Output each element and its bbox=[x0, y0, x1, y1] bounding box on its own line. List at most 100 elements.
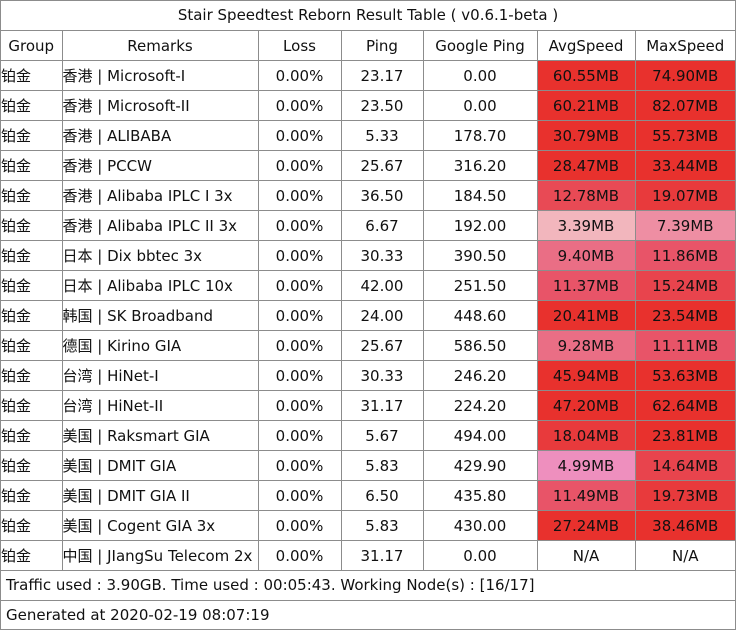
cell-ping: 5.83 bbox=[340, 510, 424, 541]
table-row: 铂金 香港 | PCCW 0.00% 25.67 316.20 28.47MB 33.44M… bbox=[1, 150, 735, 181]
cell-ping: 31.17 bbox=[340, 540, 424, 571]
cell-ping: 36.50 bbox=[340, 180, 424, 211]
cell-remarks: 香港 | ALIBABA bbox=[61, 120, 259, 151]
cell-loss: 0.00% bbox=[257, 480, 342, 511]
cell-avg-speed: 11.49MB bbox=[536, 480, 636, 511]
cell-avg-speed: N/A bbox=[536, 540, 636, 571]
table-row: 铂金 台湾 | HiNet-II 0.00% 31.17 224.20 47.20MB 62… bbox=[1, 390, 735, 421]
cell-loss: 0.00% bbox=[257, 510, 342, 541]
cell-ping: 6.50 bbox=[340, 480, 424, 511]
cell-ping: 23.50 bbox=[340, 90, 424, 121]
cell-google-ping: 448.60 bbox=[422, 300, 538, 331]
cell-ping: 30.33 bbox=[340, 240, 424, 271]
cell-loss: 0.00% bbox=[257, 330, 342, 361]
cell-max-speed: 62.64MB bbox=[634, 390, 735, 421]
cell-ping: 25.67 bbox=[340, 150, 424, 181]
header-max-speed: MaxSpeed bbox=[634, 31, 735, 61]
table-row: 铂金 香港 | Microsoft-II 0.00% 23.50 0.00 60.21MB… bbox=[1, 90, 735, 121]
cell-remarks: 香港 | Microsoft-II bbox=[61, 90, 259, 121]
cell-loss: 0.00% bbox=[257, 270, 342, 301]
table-row: 铂金 德国 | Kirino GIA 0.00% 25.67 586.50 9.28MB 1… bbox=[1, 330, 735, 361]
cell-max-speed: 19.07MB bbox=[634, 180, 735, 211]
cell-avg-speed: 20.41MB bbox=[536, 300, 636, 331]
cell-remarks: 台湾 | HiNet-I bbox=[61, 360, 259, 391]
cell-remarks: 台湾 | HiNet-II bbox=[61, 390, 259, 421]
cell-google-ping: 246.20 bbox=[422, 360, 538, 391]
cell-remarks: 德国 | Kirino GIA bbox=[61, 330, 259, 361]
cell-ping: 42.00 bbox=[340, 270, 424, 301]
cell-loss: 0.00% bbox=[257, 240, 342, 271]
cell-loss: 0.00% bbox=[257, 60, 342, 91]
cell-group: 铂金 bbox=[1, 120, 63, 151]
table-row: 铂金 台湾 | HiNet-I 0.00% 30.33 246.20 45.94MB 53.… bbox=[1, 360, 735, 391]
generated-timestamp: Generated at 2020-02-19 08:07:19 bbox=[6, 606, 270, 624]
cell-group: 铂金 bbox=[1, 480, 63, 511]
cell-loss: 0.00% bbox=[257, 120, 342, 151]
cell-ping: 25.67 bbox=[340, 330, 424, 361]
cell-loss: 0.00% bbox=[257, 150, 342, 181]
speedtest-result-table: Group Remarks Loss Ping Google Ping AvgS… bbox=[1, 31, 735, 571]
table-row: 铂金 香港 | Alibaba IPLC I 3x 0.00% 36.50 184.50… bbox=[1, 180, 735, 211]
cell-group: 铂金 bbox=[1, 330, 63, 361]
cell-loss: 0.00% bbox=[257, 390, 342, 421]
cell-ping: 23.17 bbox=[340, 60, 424, 91]
cell-remarks: 美国 | Raksmart GIA bbox=[61, 420, 259, 451]
cell-group: 铂金 bbox=[1, 180, 63, 211]
cell-google-ping: 184.50 bbox=[422, 180, 538, 211]
cell-group: 铂金 bbox=[1, 420, 63, 451]
cell-google-ping: 435.80 bbox=[422, 480, 538, 511]
cell-remarks: 香港 | Alibaba IPLC II 3x bbox=[61, 210, 259, 241]
cell-google-ping: 316.20 bbox=[422, 150, 538, 181]
cell-remarks: 香港 | Microsoft-I bbox=[61, 60, 259, 91]
cell-loss: 0.00% bbox=[257, 90, 342, 121]
cell-google-ping: 251.50 bbox=[422, 270, 538, 301]
cell-group: 铂金 bbox=[1, 60, 63, 91]
cell-google-ping: 494.00 bbox=[422, 420, 538, 451]
table-row: 铂金 中国 | JIangSu Telecom 2x 0.00% 31.17 0.00 N… bbox=[1, 540, 735, 571]
table-row: 铂金 香港 | Microsoft-I 0.00% 23.17 0.00 60.55MB 7… bbox=[1, 60, 735, 91]
cell-max-speed: 19.73MB bbox=[634, 480, 735, 511]
cell-group: 铂金 bbox=[1, 90, 63, 121]
cell-avg-speed: 9.28MB bbox=[536, 330, 636, 361]
cell-google-ping: 586.50 bbox=[422, 330, 538, 361]
cell-avg-speed: 60.21MB bbox=[536, 90, 636, 121]
cell-ping: 6.67 bbox=[340, 210, 424, 241]
cell-loss: 0.00% bbox=[257, 300, 342, 331]
cell-max-speed: 11.11MB bbox=[634, 330, 735, 361]
cell-max-speed: 14.64MB bbox=[634, 450, 735, 481]
cell-avg-speed: 3.39MB bbox=[536, 210, 636, 241]
cell-remarks: 美国 | DMIT GIA bbox=[61, 450, 259, 481]
cell-ping: 31.17 bbox=[340, 390, 424, 421]
header-google-ping: Google Ping bbox=[422, 31, 538, 61]
cell-group: 铂金 bbox=[1, 540, 63, 571]
header-avg-speed: AvgSpeed bbox=[536, 31, 636, 61]
cell-ping: 5.83 bbox=[340, 450, 424, 481]
table-row: 铂金 美国 | Cogent GIA 3x 0.00% 5.83 430.00 27.24… bbox=[1, 510, 735, 541]
cell-loss: 0.00% bbox=[257, 180, 342, 211]
cell-google-ping: 0.00 bbox=[422, 540, 538, 571]
table-row: 铂金 韩国 | SK Broadband 0.00% 24.00 448.60 20.41… bbox=[1, 300, 735, 331]
cell-avg-speed: 60.55MB bbox=[536, 60, 636, 91]
cell-remarks: 韩国 | SK Broadband bbox=[61, 300, 259, 331]
cell-avg-speed: 11.37MB bbox=[536, 270, 636, 301]
cell-max-speed: 23.81MB bbox=[634, 420, 735, 451]
cell-group: 铂金 bbox=[1, 510, 63, 541]
cell-max-speed: N/A bbox=[634, 540, 735, 571]
cell-google-ping: 224.20 bbox=[422, 390, 538, 421]
cell-avg-speed: 28.47MB bbox=[536, 150, 636, 181]
cell-google-ping: 178.70 bbox=[422, 120, 538, 151]
cell-loss: 0.00% bbox=[257, 420, 342, 451]
cell-max-speed: 7.39MB bbox=[634, 210, 735, 241]
cell-loss: 0.00% bbox=[257, 450, 342, 481]
cell-group: 铂金 bbox=[1, 210, 63, 241]
table-row: 铂金 日本 | Alibaba IPLC 10x 0.00% 42.00 251.50 1… bbox=[1, 270, 735, 301]
cell-ping: 5.33 bbox=[340, 120, 424, 151]
cell-group: 铂金 bbox=[1, 300, 63, 331]
header-ping: Ping bbox=[340, 31, 424, 61]
cell-loss: 0.00% bbox=[257, 540, 342, 571]
cell-remarks: 香港 | Alibaba IPLC I 3x bbox=[61, 180, 259, 211]
cell-max-speed: 82.07MB bbox=[634, 90, 735, 121]
cell-max-speed: 33.44MB bbox=[634, 150, 735, 181]
cell-ping: 5.67 bbox=[340, 420, 424, 451]
table-row: 铂金 美国 | DMIT GIA 0.00% 5.83 429.90 4.99MB 14.6… bbox=[1, 450, 735, 481]
